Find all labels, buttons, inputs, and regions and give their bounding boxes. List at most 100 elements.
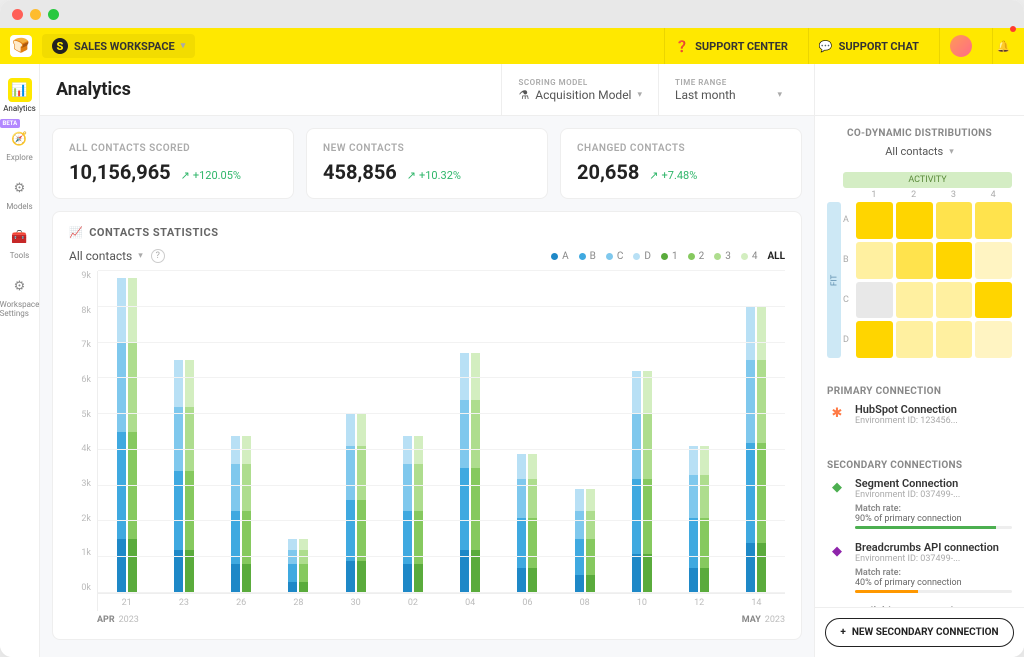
legend-item-2[interactable]: 2 [688,251,705,262]
bar-green[interactable] [414,436,423,593]
sidebar-item-tools[interactable]: 🧰Tools [2,219,38,266]
heat-row-label: B [843,255,853,265]
bar-blue[interactable] [575,489,584,593]
heat-cell[interactable] [896,202,933,239]
match-rate-value: 90% of primary connection [855,514,1012,524]
sidebar-item-models[interactable]: ⚙Models [2,170,38,217]
bar-blue[interactable] [632,371,641,593]
heat-cell[interactable] [856,202,893,239]
legend-item-B[interactable]: B [579,251,596,262]
bar-blue[interactable] [288,539,297,593]
bar-blue[interactable] [174,360,183,593]
x-tick: 26 [236,598,246,608]
legend-item-4[interactable]: 4 [741,251,758,262]
bar-blue[interactable] [517,453,526,593]
legend-item-A[interactable]: A [551,251,569,262]
bar-group [117,271,137,593]
chart-area: 9k8k7k6k5k4k3k2k1k0k 2123262830020406081… [69,271,785,611]
bar-blue[interactable] [346,414,355,593]
heat-cell[interactable] [936,202,973,239]
sidebar-label: Analytics [3,104,36,113]
secondary-connection[interactable]: ◆Segment ConnectionEnvironment ID: 03749… [827,471,1012,535]
traffic-lights [12,9,59,20]
x-tick: 04 [465,598,475,608]
heat-cell[interactable] [896,282,933,319]
kpi-label: ALL CONTACTS SCORED [69,143,277,154]
bar-blue[interactable] [231,436,240,593]
bar-green[interactable] [357,414,366,593]
new-secondary-connection-button[interactable]: + NEW SECONDARY CONNECTION [825,618,1014,647]
sidebar-item-analytics[interactable]: 📊Analytics [2,72,38,119]
heat-cell[interactable] [975,282,1012,319]
chart-filter-selector[interactable]: All contacts ▾ [69,249,143,263]
bar-green[interactable] [586,489,595,593]
sidebar-item-explore[interactable]: BETA🧭Explore [2,121,38,168]
sidebar-item-workspace-settings[interactable]: ⚙Workspace Settings [2,268,38,324]
support-chat-label: SUPPORT CHAT [839,40,919,53]
bar-green[interactable] [757,307,766,593]
heat-cell[interactable] [896,242,933,279]
notifications-button[interactable]: 🔔 [992,28,1014,64]
time-range-selector[interactable]: TIME RANGE Last month▾ [658,64,798,115]
support-chat-button[interactable]: 💬 SUPPORT CHAT [808,28,929,64]
window-titlebar [0,0,1024,28]
connection-icon: ◆ [827,477,847,497]
help-icon: ❓ [675,40,689,53]
heat-cell[interactable] [856,242,893,279]
maximize-window-button[interactable] [48,9,59,20]
bar-green[interactable] [299,539,308,593]
y-tick: 2k [81,514,91,524]
bar-green[interactable] [528,453,537,593]
heat-cell[interactable] [975,321,1012,358]
secondary-connection[interactable]: ◆Breadcrumbs API connectionEnvironment I… [827,535,1012,599]
bar-blue[interactable] [403,436,412,593]
workspace-selector[interactable]: S SALES WORKSPACE ▾ [42,34,195,58]
legend-item-C[interactable]: C [606,251,624,262]
app-logo[interactable]: 🍞 [10,35,32,57]
user-menu[interactable] [939,28,982,64]
bar-green[interactable] [643,371,652,593]
secondary-connection[interactable]: ◆Mailchimp Connection [827,599,1012,607]
scoring-model-selector[interactable]: SCORING MODEL ⚗Acquisition Model▾ [501,64,658,115]
heat-cell[interactable] [936,321,973,358]
connection-name: Segment Connection [855,477,1012,490]
help-icon[interactable]: ? [151,249,165,263]
distributions-filter[interactable]: All contacts ▾ [827,145,1012,158]
legend-dot [579,253,586,260]
time-range-label: TIME RANGE [675,78,782,87]
close-window-button[interactable] [12,9,23,20]
heat-cell[interactable] [856,321,893,358]
heat-cell[interactable] [896,321,933,358]
legend-item-1[interactable]: 1 [661,251,678,262]
chevron-down-icon: ▾ [949,147,954,157]
support-center-button[interactable]: ❓ SUPPORT CENTER [664,28,798,64]
bar-green[interactable] [185,360,194,593]
legend-all[interactable]: ALL [767,251,785,262]
heat-cell[interactable] [936,242,973,279]
legend-dot [688,253,695,260]
legend-dot [714,253,721,260]
heat-cell[interactable] [936,282,973,319]
match-bar [855,526,1012,529]
bar-blue[interactable] [746,307,755,593]
heat-cell[interactable] [975,202,1012,239]
minimize-window-button[interactable] [30,9,41,20]
legend-item-D[interactable]: D [633,251,651,262]
heat-cell[interactable] [856,282,893,319]
heat-row: C [843,282,1012,319]
primary-connection[interactable]: ✱ HubSpot Connection Environment ID: 123… [827,397,1012,432]
bar-blue[interactable] [117,278,126,593]
legend-item-3[interactable]: 3 [714,251,731,262]
beta-badge: BETA [0,119,20,128]
kpi-row: ALL CONTACTS SCORED10,156,965↗+120.05%NE… [52,128,802,199]
heat-row-label: D [843,335,853,345]
legend-label: C [617,251,624,262]
y-tick: 5k [81,410,91,420]
bar-green[interactable] [242,436,251,593]
bar-green[interactable] [128,278,137,593]
sidebar-icon: ⚙ [8,274,32,298]
legend-label: A [562,251,569,262]
bar-group [746,271,766,593]
heat-row-label: A [843,215,853,225]
heat-cell[interactable] [975,242,1012,279]
